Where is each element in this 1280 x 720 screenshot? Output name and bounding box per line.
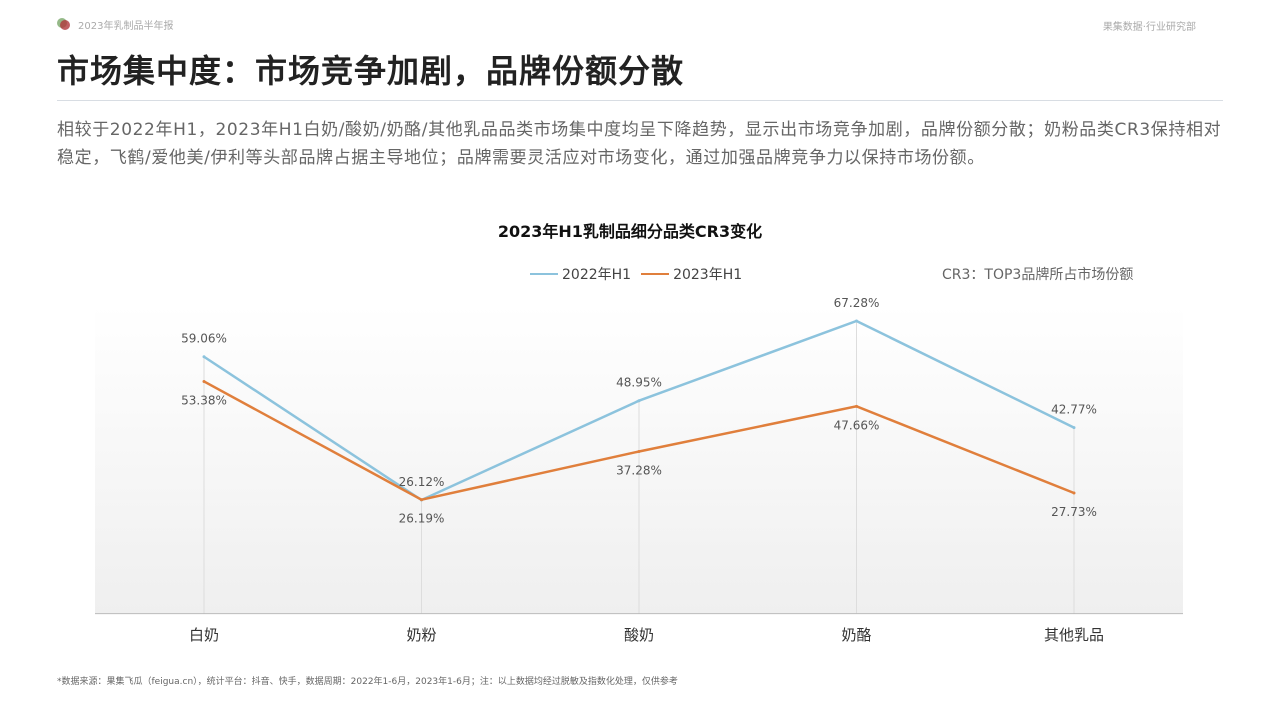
divider xyxy=(57,100,1223,101)
footnote: *数据来源：果集飞瓜（feigua.cn），统计平台：抖音、快手，数据周期：20… xyxy=(57,677,678,687)
data-label: 47.66% xyxy=(834,418,880,432)
x-tick-label: 白奶 xyxy=(189,626,219,644)
x-tick-label: 其他乳品 xyxy=(1044,626,1104,644)
data-label: 26.12% xyxy=(399,475,445,489)
data-label: 27.73% xyxy=(1051,505,1097,519)
data-point xyxy=(420,498,423,502)
data-point xyxy=(202,355,206,359)
report-name: 2023年乳制品半年报 xyxy=(78,21,174,32)
legend-item-2023: 2023年H1 xyxy=(641,264,742,284)
description: 相较于2022年H1，2023年H1白奶/酸奶/奶酪/其他乳品品类市场集中度均呈… xyxy=(57,120,1222,168)
data-point xyxy=(1072,426,1076,430)
legend-item-2022: 2022年H1 xyxy=(530,264,631,284)
data-label: 59.06% xyxy=(181,332,227,346)
data-label: 67.28% xyxy=(834,296,880,310)
department-name: 果集数据·行业研究部 xyxy=(1102,22,1196,33)
data-label: 26.19% xyxy=(399,512,445,526)
data-point xyxy=(202,379,206,383)
legend-label: 2022年H1 xyxy=(562,267,632,283)
data-point xyxy=(1072,491,1076,495)
data-label: 42.77% xyxy=(1051,403,1097,417)
data-point xyxy=(637,399,641,403)
data-point xyxy=(637,449,641,453)
data-point xyxy=(855,319,858,323)
data-label: 53.38% xyxy=(181,393,227,407)
x-tick-label: 奶粉 xyxy=(406,626,436,644)
chart-title: 2023年H1乳制品细分品类CR3变化 xyxy=(497,222,763,241)
brand-logo-icon xyxy=(57,18,70,30)
legend-label: 2023年H1 xyxy=(673,267,743,283)
page-title: 市场集中度：市场竞争加剧，品牌份额分散 xyxy=(57,52,685,90)
cr3-note: CR3：TOP3品牌所占市场份额 xyxy=(942,267,1134,283)
legend-swatch xyxy=(641,273,670,275)
legend-swatch xyxy=(530,273,558,275)
data-label: 37.28% xyxy=(616,463,662,477)
x-tick-label: 奶酪 xyxy=(841,626,871,644)
x-tick-label: 酸奶 xyxy=(624,626,654,644)
chart-legend: 2022年H1 2023年H1 xyxy=(530,264,742,284)
data-label: 48.95% xyxy=(616,376,662,390)
data-point xyxy=(855,404,858,408)
